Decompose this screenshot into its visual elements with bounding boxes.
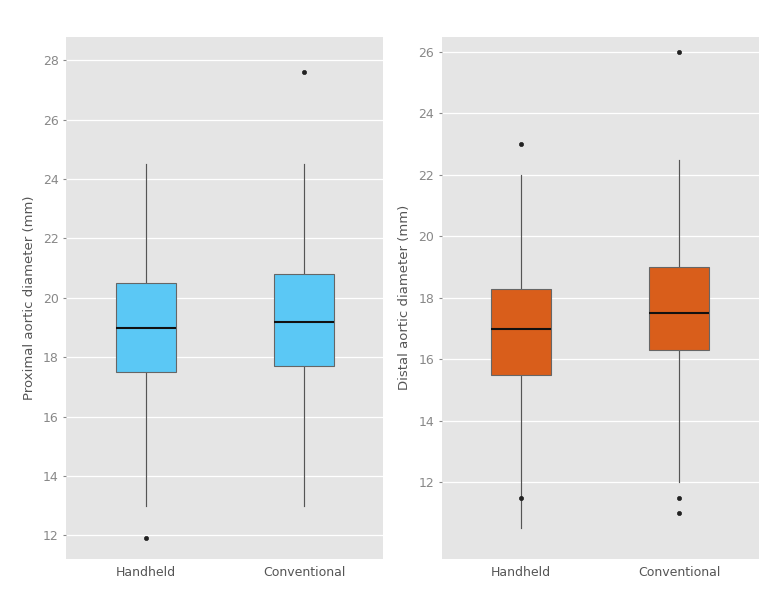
Y-axis label: Proximal aortic diameter (mm): Proximal aortic diameter (mm) — [23, 196, 36, 400]
Bar — [649, 267, 709, 350]
Bar — [116, 283, 176, 372]
Bar — [274, 274, 334, 366]
Bar — [491, 288, 551, 375]
Y-axis label: Distal aortic diameter (mm): Distal aortic diameter (mm) — [398, 205, 411, 390]
